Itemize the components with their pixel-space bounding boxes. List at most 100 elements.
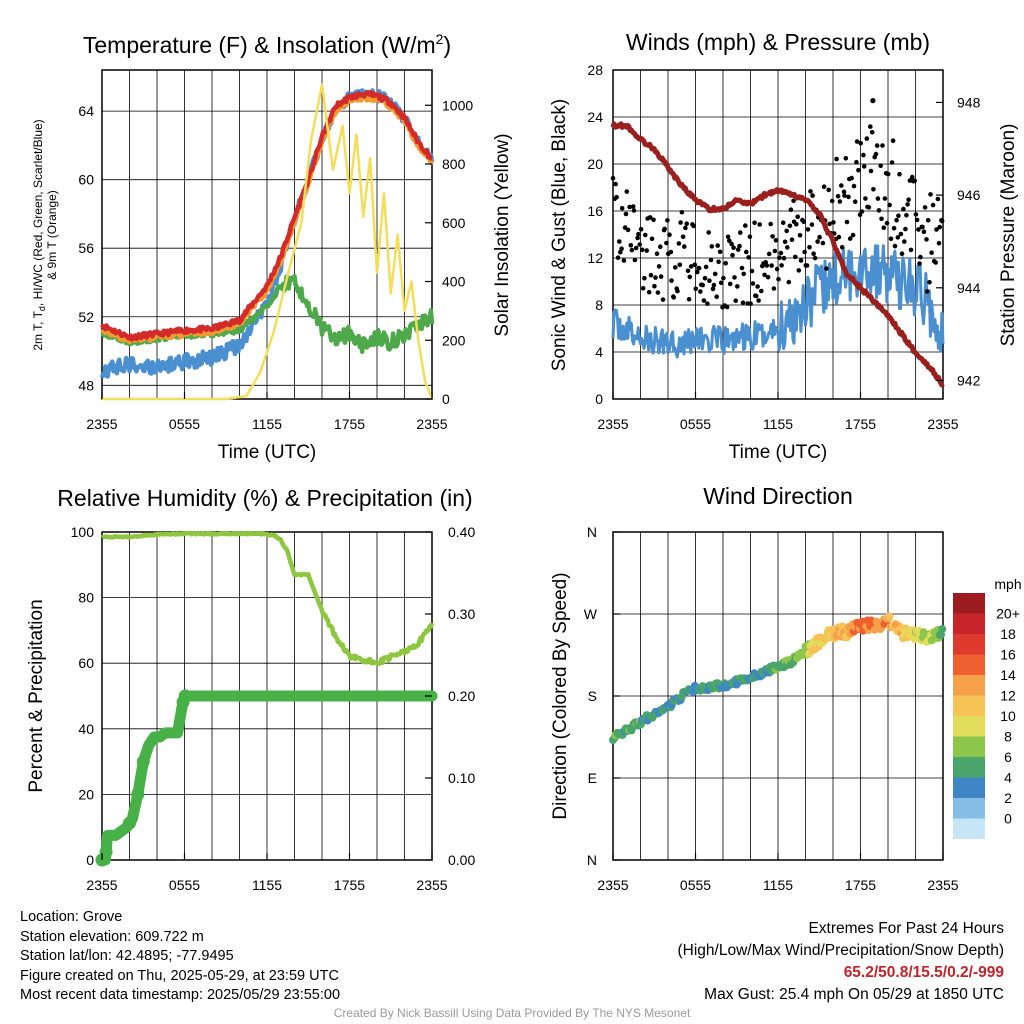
gust-point [615, 255, 621, 260]
y-tick-label: 4 [595, 344, 603, 360]
gust-point [781, 255, 787, 261]
gust-point [679, 209, 685, 215]
gust-point [730, 252, 735, 258]
gust-point [717, 249, 723, 255]
gust-point [680, 234, 686, 240]
gust-point [710, 286, 716, 292]
temperature-series-line [100, 89, 434, 342]
gust-point [688, 264, 694, 269]
x-tick-label: 1755 [334, 416, 365, 432]
y2-tick-label: 0.00 [448, 852, 475, 868]
direction-point [838, 622, 847, 631]
x-tick-label: 2355 [597, 416, 628, 432]
svg-text:2m T, Td, HI/WC (Red, Green, S: 2m T, Td, HI/WC (Red, Green, Scarlet/Blu… [31, 119, 47, 350]
gust-point [714, 294, 719, 300]
gust-point [829, 198, 835, 204]
gust-point [843, 156, 849, 161]
gust-point [741, 271, 746, 277]
gust-point [642, 275, 647, 281]
gust-point [798, 258, 804, 263]
gust-point [801, 219, 806, 224]
station-location: Location: Grove [20, 909, 123, 925]
gust-point [839, 245, 845, 250]
gust-point [675, 288, 680, 294]
y-tick-label: 52 [78, 309, 94, 325]
gust-point [866, 205, 872, 210]
gust-point [808, 189, 813, 194]
gust-point [913, 212, 919, 217]
gust-point [635, 235, 640, 241]
gust-point [889, 160, 895, 165]
gust-point [858, 140, 863, 146]
y-tick-label: 0 [86, 852, 94, 868]
station-elevation: Station elevation: 609.722 m [20, 928, 204, 945]
y-tick-label: 48 [78, 377, 94, 393]
gust-point [785, 245, 790, 250]
recent-timestamp: Most recent data timestamp: 2025/05/29 2… [20, 987, 341, 1003]
gust-point [871, 187, 876, 192]
y2-tick-label: 942 [957, 372, 981, 388]
gust-point [729, 241, 734, 247]
gust-point [617, 239, 622, 244]
gust-point [884, 220, 890, 226]
gust-point [630, 204, 636, 209]
gust-point [810, 193, 815, 198]
gust-point [917, 261, 922, 266]
gust-point [901, 206, 906, 212]
temperature-panel: Temperature (F) & Insolation (W/m2) 2355… [31, 31, 513, 463]
gust-point [764, 263, 770, 268]
y2-tick-label: 600 [442, 215, 466, 231]
gust-point [878, 163, 883, 169]
colorbar-swatch [953, 654, 985, 675]
gust-point [912, 178, 917, 183]
gust-point [746, 255, 751, 260]
gust-point [905, 202, 910, 207]
gust-point [769, 263, 774, 268]
precip-point [131, 787, 145, 801]
gust-point [692, 262, 698, 268]
gust-point [827, 221, 832, 227]
x-tick-label: 1155 [252, 416, 282, 432]
gust-point [708, 257, 714, 263]
direction-point [938, 625, 947, 634]
gust-point [637, 242, 642, 247]
gust-point [836, 234, 842, 240]
gust-point [639, 247, 645, 253]
gust-point [824, 266, 829, 271]
temperature-panel-title: Temperature (F) & Insolation (W/m2) [83, 31, 451, 58]
y-tick-label: 8 [595, 297, 603, 313]
gust-point [687, 274, 693, 280]
gust-point [873, 151, 879, 157]
gust-point [831, 220, 836, 225]
temperature-x-label: Time (UTC) [218, 442, 317, 463]
gust-point [649, 236, 655, 242]
gust-point [924, 237, 929, 242]
gust-point [842, 193, 847, 198]
gust-point [701, 298, 707, 303]
gust-point [930, 202, 936, 208]
y-tick-label: 28 [587, 62, 603, 78]
y2-tick-label: 0.30 [448, 606, 475, 622]
gust-point [686, 297, 692, 302]
x-tick-label: 1755 [845, 877, 876, 893]
colorbar-label: 8 [1004, 729, 1012, 745]
gust-point [793, 254, 798, 260]
max-gust-point [870, 98, 876, 104]
gust-point [695, 269, 700, 275]
gust-point [909, 174, 915, 180]
gust-point [738, 230, 743, 235]
x-tick-label: 2355 [597, 877, 628, 893]
y2-tick-label: 800 [442, 156, 466, 172]
gust-point [890, 138, 896, 143]
temperature-y-label: 2m T, Td, HI/WC (Red, Green, Scarlet/Blu… [31, 119, 59, 350]
gust-point [903, 226, 908, 232]
gust-point [648, 272, 654, 278]
gust-point [655, 290, 661, 295]
direction-point [885, 612, 894, 621]
gust-point [646, 289, 652, 295]
gust-point [797, 233, 803, 238]
direction-tick-label: N [587, 852, 597, 868]
gust-point [625, 227, 631, 233]
station-latlon: Station lat/lon: 42.4895; -77.9495 [20, 948, 234, 964]
